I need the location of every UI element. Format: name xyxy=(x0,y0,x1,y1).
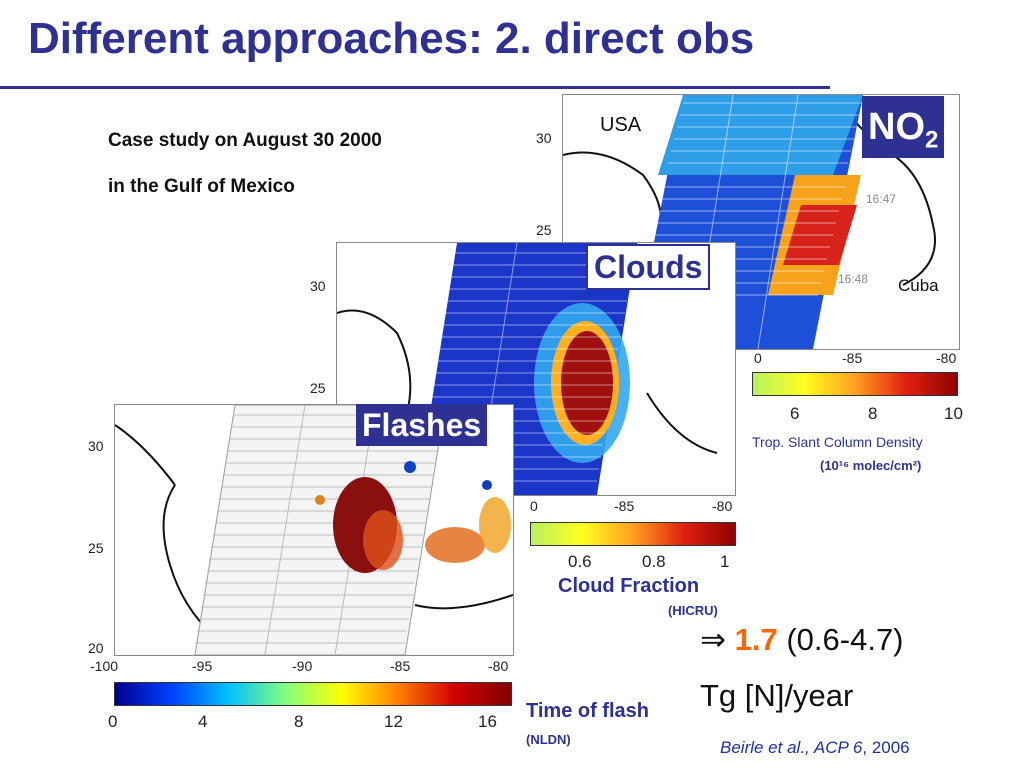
flashes-colorbar-label: Time of flash xyxy=(526,700,649,722)
no2-x-tick-85: -85 xyxy=(842,350,863,366)
no2-map-label-cuba: Cuba xyxy=(898,276,939,295)
flashes-y-tick-30: 30 xyxy=(88,438,104,454)
clouds-y-tick-25: 25 xyxy=(310,380,326,396)
no2-x-tick-0: 0 xyxy=(754,350,762,366)
flashes-cbar-tick-12: 12 xyxy=(384,712,403,731)
citation-year: , 2006 xyxy=(862,738,910,757)
flashes-colorbar-source: (NLDN) xyxy=(526,732,571,747)
no2-cbar-tick-6: 6 xyxy=(790,404,800,423)
citation-journal: ACP 6 xyxy=(813,738,863,757)
clouds-y-tick-30: 30 xyxy=(310,278,326,294)
flashes-x-tick-85: -85 xyxy=(390,658,411,674)
no2-map-label-usa: USA xyxy=(600,114,642,136)
implies-arrow: ⇒ xyxy=(700,622,726,657)
flashes-cluster-edge xyxy=(363,510,403,570)
flashes-cbar-tick-16: 16 xyxy=(478,712,497,731)
no2-label-main: NO xyxy=(868,106,925,148)
case-study-line-2: in the Gulf of Mexico xyxy=(108,176,295,197)
flashes-early-point-2 xyxy=(482,480,492,490)
flashes-map-panel xyxy=(114,404,514,656)
result-line: ⇒ 1.7 (0.6-4.7) xyxy=(700,622,904,658)
flashes-y-tick-20: 20 xyxy=(88,640,104,656)
no2-colorbar xyxy=(752,372,958,396)
flashes-east-cluster xyxy=(425,527,485,563)
flashes-panel-label: Flashes xyxy=(356,404,488,446)
flashes-cbar-tick-0: 0 xyxy=(108,712,118,731)
flashes-x-tick-80: -80 xyxy=(488,658,509,674)
flashes-colorbar xyxy=(114,682,512,706)
result-units: Tg [N]/year xyxy=(700,678,854,713)
clouds-cbar-tick-1: 1 xyxy=(720,552,730,571)
clouds-colorbar-label: Cloud Fraction xyxy=(558,575,700,597)
clouds-x-tick-0: 0 xyxy=(530,498,538,514)
no2-y-tick-30: 30 xyxy=(536,130,552,146)
result-value: 1.7 xyxy=(734,622,778,657)
slide-title: Different approaches: 2. direct obs xyxy=(28,14,755,63)
flashes-map xyxy=(115,405,513,655)
clouds-core xyxy=(561,331,613,435)
no2-time-label-1: 16:47 xyxy=(866,192,897,206)
flashes-coastline-north xyxy=(115,424,176,486)
flashes-cbar-tick-4: 4 xyxy=(198,712,208,731)
case-study-line-1: Case study on August 30 2000 xyxy=(108,130,382,151)
clouds-panel-label: Clouds xyxy=(586,244,711,290)
clouds-colorbar xyxy=(530,522,736,546)
no2-colorbar-units: (10¹⁶ molec/cm²) xyxy=(820,458,922,473)
clouds-cbar-tick-06: 0.6 xyxy=(568,552,592,571)
title-underline xyxy=(0,86,830,89)
flashes-x-tick-100: -100 xyxy=(90,658,119,674)
clouds-cuba-coast xyxy=(646,392,718,454)
clouds-cbar-tick-08: 0.8 xyxy=(642,552,666,571)
flashes-x-tick-95: -95 xyxy=(192,658,213,674)
flashes-cuba-coast xyxy=(414,594,513,610)
flashes-florida-cluster xyxy=(479,497,511,553)
clouds-x-tick-85: -85 xyxy=(614,498,635,514)
no2-panel-label: NO2 xyxy=(862,96,945,158)
no2-x-tick-80: -80 xyxy=(936,350,957,366)
flashes-swath xyxy=(194,405,446,655)
no2-y-tick-25: 25 xyxy=(536,222,552,238)
no2-label-sub: 2 xyxy=(925,126,939,154)
flashes-cbar-tick-8: 8 xyxy=(294,712,304,731)
result-range: (0.6-4.7) xyxy=(786,622,904,657)
clouds-colorbar-source: (HICRU) xyxy=(668,603,718,618)
citation: Beirle et al., ACP 6, 2006 xyxy=(720,738,910,758)
flashes-x-tick-90: -90 xyxy=(292,658,313,674)
citation-authors: Beirle et al., xyxy=(720,738,814,757)
no2-colorbar-label: Trop. Slant Column Density xyxy=(752,434,923,450)
no2-time-label-2: 16:48 xyxy=(838,272,869,286)
flashes-isolated-point xyxy=(315,495,325,505)
flashes-early-point xyxy=(404,461,416,473)
flashes-y-tick-25: 25 xyxy=(88,540,104,556)
no2-cbar-tick-8: 8 xyxy=(868,404,878,423)
no2-cbar-tick-10: 10 xyxy=(944,404,963,423)
clouds-x-tick-80: -80 xyxy=(712,498,733,514)
